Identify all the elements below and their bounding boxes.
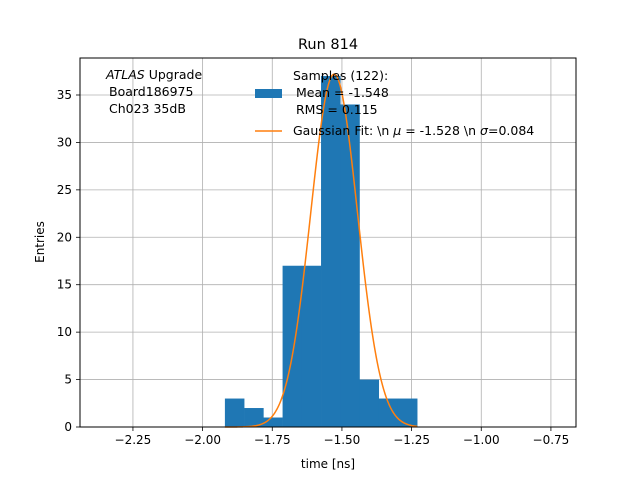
y-axis-ticks: 0 5 10 15 20 25 30 35 <box>57 88 80 434</box>
x-tick-label: −1.75 <box>254 433 291 447</box>
y-tick-label: 35 <box>57 88 72 102</box>
annotation-line-1: ATLAS Upgrade <box>105 67 202 82</box>
x-tick-label: −0.75 <box>533 433 570 447</box>
y-tick-label: 5 <box>64 373 72 387</box>
legend-rms-label: RMS = 0.115 <box>296 102 378 117</box>
legend-mean-label: Mean = -1.548 <box>296 85 389 100</box>
annotation-atlas-label: ATLAS <box>105 67 145 82</box>
x-tick-label: −1.50 <box>324 433 361 447</box>
atlas-annotation: ATLAS Upgrade Board186975 Ch023 35dB <box>105 67 202 116</box>
annotation-upgrade-label: Upgrade <box>145 67 203 82</box>
gaussian-fit-curve <box>224 73 418 428</box>
legend-fit-label: Gaussian Fit: \n μ = -1.528 \n σ=0.084 <box>293 123 534 138</box>
y-tick-label: 20 <box>57 230 72 244</box>
y-tick-label: 10 <box>57 325 72 339</box>
legend-fit-mu-symbol: μ <box>392 123 401 138</box>
legend-fit-sigma-symbol: σ <box>480 123 489 138</box>
x-axis-ticks: −2.25 −2.00 −1.75 −1.50 −1.25 −1.00 −0.75 <box>115 427 570 447</box>
y-axis-label: Entries <box>33 221 47 263</box>
x-tick-label: −2.00 <box>184 433 221 447</box>
x-tick-label: −1.25 <box>393 433 430 447</box>
histogram-bar <box>359 379 380 427</box>
annotation-channel: Ch023 35dB <box>109 101 186 116</box>
plot-frame <box>79 57 577 428</box>
histogram-bar <box>282 265 303 427</box>
x-axis-label: time [ns] <box>301 457 355 471</box>
y-tick-label: 25 <box>57 183 72 197</box>
legend-fit-prefix: Gaussian Fit: \n <box>293 123 393 138</box>
chart-title: Run 814 <box>298 37 358 53</box>
y-tick-label: 30 <box>57 135 72 149</box>
y-tick-label: 0 <box>64 420 72 434</box>
histogram-bar <box>378 398 399 427</box>
legend-samples-label: Samples (122): <box>293 68 388 83</box>
legend: Samples (122): Mean = -1.548 RMS = 0.115… <box>255 68 534 138</box>
histogram-bar <box>321 76 341 428</box>
histogram-bar <box>397 398 418 427</box>
histogram-bar <box>263 417 283 427</box>
legend-histogram-swatch <box>255 89 282 98</box>
x-tick-label: −2.25 <box>115 433 152 447</box>
histogram-bar <box>301 265 322 427</box>
legend-fit-mu-value: = -1.528 \n <box>401 123 480 138</box>
annotation-board: Board186975 <box>109 84 193 99</box>
histogram-bar <box>244 408 264 427</box>
legend-fit-sigma-value: =0.084 <box>488 123 534 138</box>
x-tick-label: −1.00 <box>463 433 500 447</box>
histogram-bar <box>224 398 245 427</box>
y-tick-label: 15 <box>57 278 72 292</box>
